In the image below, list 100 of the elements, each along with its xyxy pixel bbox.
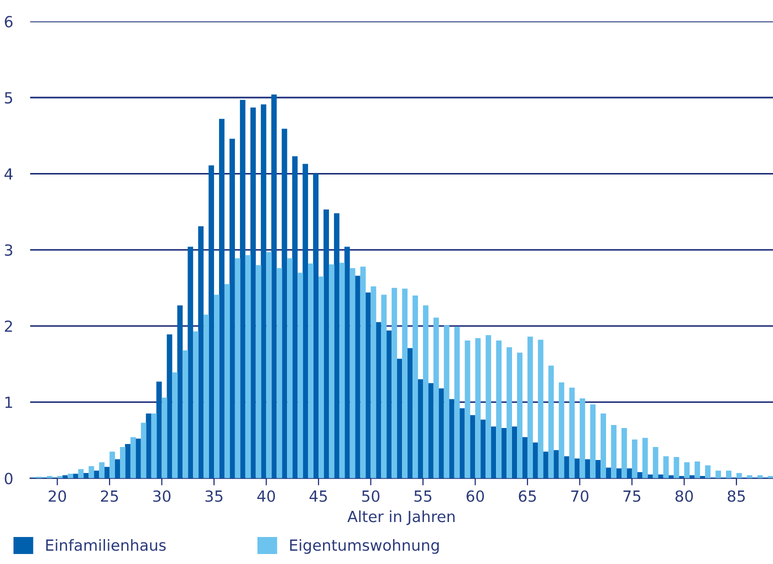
bar: [344, 246, 350, 478]
bar: [538, 340, 544, 478]
bar: [62, 475, 68, 478]
bar: [276, 268, 282, 478]
bar: [156, 382, 162, 478]
bar: [622, 428, 627, 478]
bar: [392, 288, 398, 478]
bar: [716, 470, 721, 478]
bar: [674, 456, 680, 478]
bar: [652, 447, 658, 478]
bar: [428, 383, 434, 478]
bar: [590, 404, 596, 478]
bar: [208, 165, 214, 478]
bar: [584, 459, 590, 478]
bar: [292, 156, 298, 478]
bar: [746, 475, 752, 478]
bar: [287, 258, 293, 478]
bar: [668, 475, 674, 478]
bar: [193, 331, 199, 478]
x-tick-label: 40: [257, 490, 275, 502]
bar: [360, 266, 366, 478]
bar: [636, 472, 642, 478]
y-tick-label: 0: [4, 472, 12, 484]
bar: [177, 305, 183, 478]
bar: [548, 366, 554, 478]
bar: [282, 128, 288, 478]
bar: [402, 288, 408, 478]
bar: [328, 264, 334, 478]
bar: [88, 466, 94, 478]
x-tick-label: 75: [623, 490, 640, 502]
y-tick-label: 5: [4, 92, 12, 104]
bar: [198, 226, 204, 478]
bar: [260, 104, 266, 478]
bar: [110, 452, 115, 478]
x-tick-label: 70: [571, 490, 588, 502]
bar: [506, 347, 512, 478]
bar: [558, 382, 564, 478]
x-tick-label: 20: [48, 490, 66, 502]
legend-label: Eigentumswohnung: [290, 539, 439, 554]
bar: [94, 470, 100, 478]
legend-label: Einfamilienhaus: [46, 539, 166, 551]
bar: [240, 100, 246, 478]
bar: [114, 459, 120, 478]
bar: [705, 465, 711, 478]
x-tick-label: 35: [205, 490, 222, 502]
bar: [302, 164, 308, 478]
bar: [501, 428, 507, 478]
bar: [324, 210, 329, 478]
y-tick-label: 3: [4, 244, 12, 256]
bar: [527, 336, 533, 478]
bar: [99, 462, 105, 478]
bar: [381, 294, 387, 478]
bar: [219, 118, 224, 478]
y-tick-label: 4: [4, 168, 13, 180]
bar: [459, 408, 465, 478]
y-tick-label: 1: [5, 396, 12, 408]
bar: [334, 213, 340, 478]
bar: [486, 335, 492, 478]
bar: [172, 372, 178, 478]
bar: [663, 456, 669, 478]
bar: [365, 292, 371, 478]
bar: [318, 276, 324, 478]
bar: [553, 450, 559, 478]
bar: [606, 468, 612, 478]
bar: [256, 265, 262, 478]
bar: [130, 437, 136, 478]
bar: [188, 246, 194, 478]
bar: [125, 444, 130, 478]
x-tick-label: 50: [362, 490, 380, 502]
bar: [151, 414, 157, 478]
bar: [564, 456, 570, 478]
bar: [580, 398, 586, 478]
bar: [162, 398, 168, 478]
bar: [140, 422, 146, 478]
bar: [245, 255, 251, 478]
x-tick-label: 80: [676, 490, 693, 502]
bar: [689, 475, 695, 478]
bar: [313, 174, 319, 478]
bar: [354, 276, 360, 478]
bar: [339, 262, 345, 478]
bar: [512, 426, 518, 478]
bar: [120, 447, 126, 478]
x-axis-title: Alter in Jahren: [347, 510, 455, 526]
bar: [308, 264, 314, 478]
x-tick-label: 85: [728, 490, 745, 502]
bar: [532, 442, 538, 478]
bar: [396, 358, 402, 478]
x-tick-label: 45: [310, 490, 327, 502]
bar: [271, 94, 277, 478]
bar: [480, 420, 486, 478]
bar: [454, 326, 460, 478]
bar: [182, 350, 188, 478]
bar: [204, 314, 210, 478]
bar: [418, 379, 423, 478]
bar: [448, 399, 454, 478]
bar: [234, 258, 240, 478]
bar: [574, 458, 580, 478]
bar: [694, 462, 700, 478]
bar: [376, 322, 382, 478]
bar: [632, 439, 638, 478]
